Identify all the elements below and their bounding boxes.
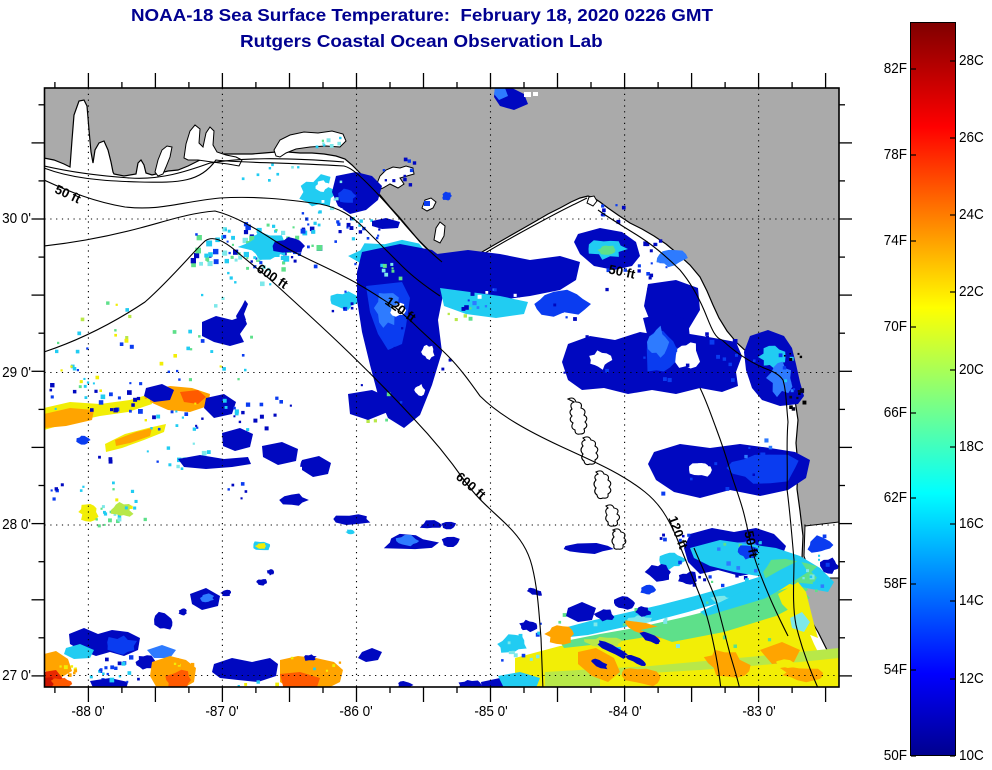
svg-text:50 ft: 50 ft [607,261,637,281]
svg-text:50 ft: 50 ft [53,181,84,206]
svg-text:600 ft: 600 ft [254,261,291,292]
svg-text:50 ft: 50 ft [741,529,761,559]
svg-text:120 ft: 120 ft [665,514,691,552]
svg-text:600 ft: 600 ft [453,469,489,503]
